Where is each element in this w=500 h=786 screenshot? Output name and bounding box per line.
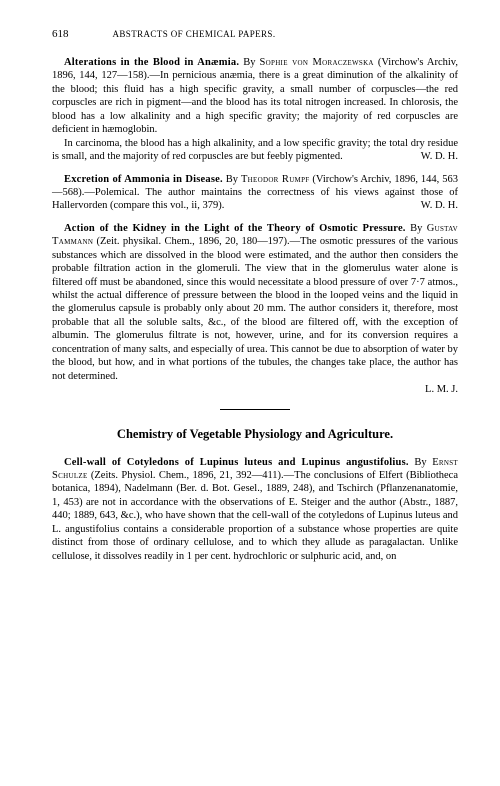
abstract-citation-body: (Virchow's Archiv, 1896, 144, 127—158).—…: [52, 57, 458, 135]
abstract-citation-body: (Zeits. Physiol. Chem., 1896, 21, 392—41…: [52, 470, 458, 562]
abstract-block: Cell-wall of Cotyledons of Lupinus luteu…: [52, 456, 458, 564]
abstract-paragraph: Alterations in the Blood in Anæmia. By S…: [52, 56, 458, 137]
by-text: By: [414, 457, 432, 468]
abstract-title: Cell-wall of Cotyledons of Lupinus luteu…: [64, 457, 409, 468]
abstract-title: Action of the Kidney in the Light of the…: [64, 223, 406, 234]
abstract-block: Alterations in the Blood in Anæmia. By S…: [52, 56, 458, 164]
abstract-signature: W. D. H.: [409, 150, 458, 163]
abstract-block: Action of the Kidney in the Light of the…: [52, 222, 458, 383]
abstract-signature: L. M. J.: [425, 383, 458, 396]
by-text: By: [410, 223, 427, 234]
abstract-author: Sophie von Moraczewska: [260, 57, 374, 68]
abstract-paragraph: Cell-wall of Cotyledons of Lupinus luteu…: [52, 456, 458, 564]
abstract-paragraph: Excretion of Ammonia in Disease. By Theo…: [52, 173, 458, 213]
abstract-citation-body: (Zeit. physikal. Chem., 1896, 20, 180—19…: [52, 236, 458, 381]
page-header: 618 ABSTRACTS OF CHEMICAL PAPERS.: [52, 28, 458, 40]
section-divider: [52, 397, 458, 415]
section-heading: Chemistry of Vegetable Physiology and Ag…: [52, 427, 458, 442]
abstract-body: In carcinoma, the blood has a high alkal…: [52, 138, 458, 162]
abstract-title: Alterations in the Blood in Anæmia.: [64, 57, 239, 68]
abstract-signature: W. D. H.: [409, 199, 458, 212]
abstract-paragraph: In carcinoma, the blood has a high alkal…: [52, 137, 458, 164]
running-title: ABSTRACTS OF CHEMICAL PAPERS.: [113, 29, 276, 39]
by-text: By: [226, 174, 241, 185]
abstract-paragraph: Action of the Kidney in the Light of the…: [52, 222, 458, 383]
rule-line: [220, 409, 290, 410]
page-number: 618: [52, 28, 69, 40]
page-container: 618 ABSTRACTS OF CHEMICAL PAPERS. Altera…: [0, 0, 500, 592]
by-text: By: [243, 57, 259, 68]
abstract-author: Theodor Rumpf: [241, 174, 309, 185]
abstract-title: Excretion of Ammonia in Disease.: [64, 174, 223, 185]
abstract-block: Excretion of Ammonia in Disease. By Theo…: [52, 173, 458, 213]
